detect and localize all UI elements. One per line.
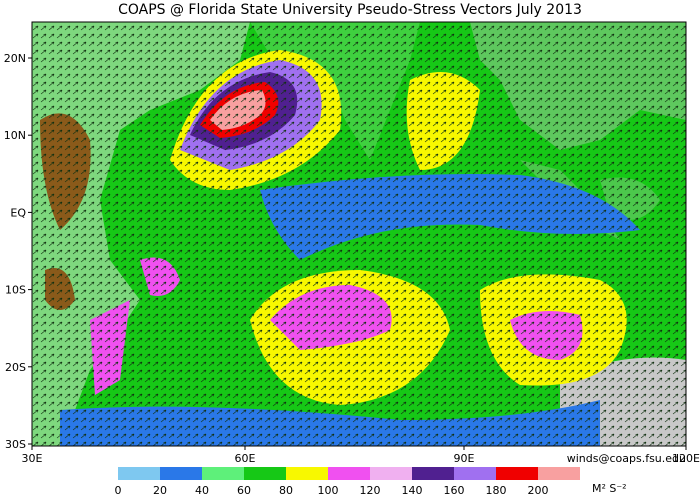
colorbar-tick: 160	[444, 484, 465, 497]
lat-axis: 20N 10N EQ 10S 20S 30S	[4, 52, 32, 451]
lat-label: 20N	[4, 52, 26, 65]
colorbar-tick: 60	[237, 484, 251, 497]
lon-label: 30E	[22, 452, 43, 465]
map	[32, 22, 686, 446]
colorbar-swatch	[454, 467, 496, 480]
colorbar-tick: 0	[115, 484, 122, 497]
colorbar-tick: 180	[486, 484, 507, 497]
lat-label: 30S	[5, 438, 26, 451]
lon-label: 60E	[235, 452, 256, 465]
colorbar-swatch	[496, 467, 538, 480]
colorbar-tick: 200	[528, 484, 549, 497]
colorbar-swatch	[286, 467, 328, 480]
credit: winds@coaps.fsu.edu	[567, 452, 686, 465]
colorbar-tick: 120	[360, 484, 381, 497]
colorbar-swatch	[202, 467, 244, 480]
lon-label: 120E	[672, 452, 700, 465]
colorbar-tick: 20	[153, 484, 167, 497]
colorbar-unit: M² S⁻²	[592, 482, 627, 495]
colorbar-swatch	[328, 467, 370, 480]
colorbar-swatch	[370, 467, 412, 480]
map-frame	[31, 21, 687, 447]
lon-axis: 30E 60E 90E 120E	[22, 446, 700, 465]
colorbar-swatch	[118, 467, 160, 480]
lat-label: 10N	[4, 129, 26, 142]
colorbar-swatch	[538, 467, 580, 480]
vector-field	[32, 22, 686, 446]
colorbar-swatch	[160, 467, 202, 480]
lat-label: 10S	[5, 284, 26, 297]
colorbar-tick: 80	[279, 484, 293, 497]
lat-label: EQ	[10, 206, 26, 219]
colorbar-swatch	[244, 467, 286, 480]
colorbar-tick: 140	[402, 484, 423, 497]
lon-label: 90E	[454, 452, 475, 465]
colorbar-tick: 100	[318, 484, 339, 497]
colorbar: 0 20 40 60 80 100 120 140 160 180 200	[115, 467, 580, 497]
colorbar-swatch	[412, 467, 454, 480]
lat-label: 20S	[5, 361, 26, 374]
colorbar-tick: 40	[195, 484, 209, 497]
title: COAPS @ Florida State University Pseudo-…	[118, 2, 582, 18]
